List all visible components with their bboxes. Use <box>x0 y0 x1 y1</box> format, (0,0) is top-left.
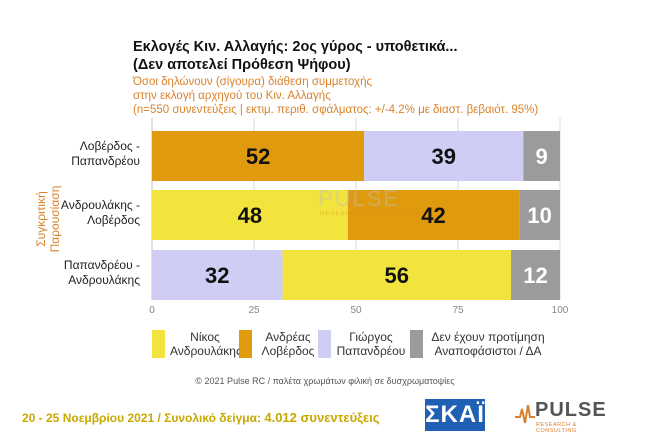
row-label: Παπανδρέου <box>71 154 140 168</box>
footer-dates: 20 - 25 Νοεμβρίου 2021 / Συνολικό δείγμα… <box>22 411 262 425</box>
bar-segment <box>364 131 524 181</box>
x-tick-label: 100 <box>552 305 569 316</box>
bar-value-label: 48 <box>238 203 262 228</box>
legend-label-line: Νίκος <box>190 330 220 344</box>
row-label: Λοβέρδος - <box>80 139 140 153</box>
legend-label-line: Παπανδρέου <box>336 344 406 358</box>
footer-sample: 4.012 συνεντεύξεις <box>264 410 380 425</box>
x-tick-label: 0 <box>149 305 155 316</box>
bar-segment <box>152 190 348 240</box>
copyright-note: © 2021 Pulse RC / παλέτα χρωμάτων φιλική… <box>195 376 455 386</box>
bar-segment <box>152 131 365 181</box>
bar-value-label: 52 <box>246 144 270 169</box>
chart-subtitle-line-1: Όσοι δηλώνουν (σίγουρα) διάθεση συμμετοχ… <box>133 76 373 88</box>
bar-value-label: 42 <box>421 203 445 228</box>
legend-swatch <box>239 330 252 358</box>
row-label: Παπανδρέου - <box>64 258 140 272</box>
legend-label: Νίκος Ανδρουλάκης <box>170 330 242 358</box>
chart-subtitle-line-2: στην εκλογή αρχηγού του Κιν. Αλλαγής <box>133 90 331 102</box>
legend-label: Γιώργος Παπανδρέου <box>336 330 406 358</box>
chart-title: Εκλογές Κιν. Αλλαγής: 2ος γύρος - υποθετ… <box>133 38 563 74</box>
bar-value-label: 32 <box>205 263 229 288</box>
footer-sample-info: 20 - 25 Νοεμβρίου 2021 / Συνολικό δείγμα… <box>22 410 379 425</box>
pulse-logo-sub: RESEARCH & CONSULTING <box>536 422 577 434</box>
x-tick-label: 75 <box>452 305 464 316</box>
pulse-mark-icon <box>515 404 535 424</box>
chart-subtitle-line-3: (n=550 συνεντεύξεις | εκτιμ. περιθ. σφάλ… <box>133 104 539 116</box>
legend-label-line: Ανδρέας <box>265 330 311 344</box>
legend-label-line: Γιώργος <box>349 330 393 344</box>
pulse-logo: PULSE RESEARCH & CONSULTING <box>515 397 615 434</box>
bar-segment <box>347 190 520 240</box>
legend-label: Δεν έχουν προτίμηση Αναποφάσιστοι / ΔΑ <box>428 330 548 358</box>
legend-label-line: Αναποφάσιστοι / ΔΑ <box>434 344 542 358</box>
legend-swatch <box>152 330 165 358</box>
legend-label-line: Λοβέρδος <box>261 344 315 358</box>
pulse-logo-name: PULSE <box>535 399 607 421</box>
legend-label-line: Δεν έχουν προτίμηση <box>431 330 545 344</box>
legend-label-line: Ανδρουλάκης <box>170 344 242 358</box>
bar-segment <box>152 250 283 300</box>
legend-swatch <box>410 330 423 358</box>
legend-swatch <box>318 330 331 358</box>
bar-segment <box>282 250 512 300</box>
bar-segment <box>523 131 560 181</box>
chart-subtitle: Όσοι δηλώνουν (σίγουρα) διάθεση συμμετοχ… <box>133 75 633 117</box>
skai-logo: ΣΚΑΪ <box>425 399 485 431</box>
bar-value-label: 12 <box>523 263 547 288</box>
bar-value-label: 9 <box>536 144 548 169</box>
bar-segment <box>519 190 560 240</box>
chart-title-line-2: (Δεν αποτελεί Πρόθεση Ψήφου) <box>133 57 351 73</box>
bar-segment <box>511 250 560 300</box>
bar-value-label: 56 <box>385 263 409 288</box>
row-label: Ανδρουλάκης - <box>61 198 140 212</box>
legend-label: Ανδρέας Λοβέρδος <box>257 330 319 358</box>
pulse-watermark-sub: RESEARCH & CONSULTING <box>320 211 421 217</box>
x-tick-label: 25 <box>248 305 260 316</box>
bar-value-label: 39 <box>431 144 455 169</box>
chart-title-line-1: Εκλογές Κιν. Αλλαγής: 2ος γύρος - υποθετ… <box>133 39 458 55</box>
row-label: Λοβέρδος <box>87 213 140 227</box>
pulse-watermark: PULSE <box>318 186 401 211</box>
bar-value-label: 10 <box>527 203 551 228</box>
row-label: Ανδρουλάκης <box>68 273 140 287</box>
x-tick-label: 50 <box>350 305 362 316</box>
